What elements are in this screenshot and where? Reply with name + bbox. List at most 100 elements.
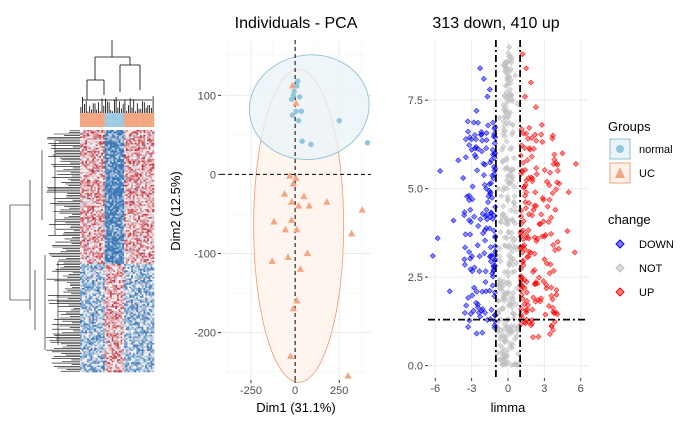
heatmap-cell — [132, 299, 135, 302]
heatmap-cell — [94, 299, 97, 302]
heatmap-cell — [92, 160, 95, 163]
heatmap-cell — [138, 276, 141, 279]
heatmap-cell — [152, 226, 155, 229]
heatmap-cell — [134, 150, 137, 153]
heatmap-cell — [81, 228, 84, 231]
heatmap-cell — [97, 178, 100, 181]
heatmap-cell — [81, 268, 84, 271]
heatmap-cell — [124, 297, 127, 300]
heatmap-cell — [83, 212, 86, 215]
heatmap-cell — [106, 134, 109, 137]
heatmap-cell — [131, 131, 134, 134]
heatmap-cell — [108, 133, 111, 136]
heatmap-cell — [129, 202, 132, 205]
heatmap-cell — [129, 130, 132, 132]
heatmap-cell — [81, 275, 84, 278]
heatmap-cell — [120, 254, 123, 257]
heatmap-cell — [90, 170, 93, 173]
heatmap-cell — [109, 197, 113, 200]
heatmap-cell — [104, 278, 107, 281]
heatmap-cell — [102, 142, 105, 145]
heatmap-cell — [138, 207, 141, 210]
heatmap-cell — [134, 317, 137, 320]
heatmap-cell — [109, 275, 113, 278]
heatmap-cell — [124, 278, 127, 281]
heatmap-cell — [145, 167, 148, 170]
heatmap-cell — [127, 260, 130, 263]
heatmap-cell — [97, 230, 100, 232]
heatmap-cell — [134, 254, 137, 257]
heatmap-cell — [125, 312, 128, 315]
heatmap-cell — [83, 162, 86, 165]
heatmap-cell — [106, 207, 109, 210]
heatmap-cell — [143, 241, 146, 244]
heatmap-cell — [113, 304, 116, 307]
heatmap-cell — [145, 154, 148, 157]
heatmap-cell — [92, 307, 95, 310]
heatmap-cell — [134, 280, 137, 282]
heatmap-cell — [90, 165, 93, 168]
heatmap-cell — [132, 217, 135, 220]
heatmap-cell — [145, 275, 148, 278]
heatmap-cell — [85, 152, 88, 155]
heatmap-cell — [138, 286, 141, 289]
heatmap-cell — [118, 297, 121, 300]
heatmap-cell — [132, 160, 135, 163]
heatmap-cell — [139, 236, 142, 239]
heatmap-cell — [104, 281, 107, 284]
heatmap-cell — [139, 157, 142, 160]
heatmap-cell — [97, 249, 100, 252]
heatmap-cell — [127, 133, 130, 136]
heatmap-cell — [131, 213, 134, 216]
heatmap-cell — [138, 217, 141, 220]
heatmap-cell — [101, 307, 104, 310]
heatmap-cell — [90, 294, 93, 297]
heatmap-cell — [83, 220, 86, 223]
heatmap-cell — [141, 180, 144, 182]
heatmap-cell — [136, 299, 139, 302]
heatmap-cell — [132, 313, 135, 316]
heatmap-cell — [94, 260, 97, 263]
heatmap-cell — [134, 284, 137, 287]
heatmap-cell — [106, 186, 109, 189]
heatmap-cell — [120, 307, 123, 310]
heatmap-cell — [88, 271, 91, 274]
heatmap-cell — [136, 249, 139, 252]
heatmap-cell — [152, 247, 155, 250]
heatmap-cell — [87, 210, 90, 213]
heatmap-cell — [148, 149, 151, 152]
heatmap-cell — [81, 291, 84, 294]
heatmap-cell — [129, 141, 132, 144]
heatmap-cell — [139, 191, 142, 194]
heatmap-cell — [118, 241, 121, 244]
heatmap-cell — [97, 270, 100, 273]
heatmap-cell — [83, 246, 86, 249]
heatmap-cell — [111, 173, 114, 176]
heatmap-cell — [92, 155, 95, 158]
heatmap-cell — [127, 278, 130, 281]
heatmap-cell — [90, 238, 93, 240]
heatmap-cell — [83, 275, 86, 278]
heatmap-cell — [104, 268, 107, 271]
heatmap-cell — [152, 276, 155, 279]
heatmap-cell — [131, 312, 134, 315]
heatmap-cell — [99, 239, 102, 242]
heatmap-cell — [87, 186, 90, 189]
heatmap-cell — [101, 225, 104, 228]
heatmap-cell — [97, 144, 100, 147]
heatmap-cell — [148, 259, 151, 261]
heatmap-cell — [83, 150, 86, 153]
heatmap-cell — [92, 304, 95, 307]
heatmap-cell — [141, 281, 144, 284]
heatmap-cell — [124, 194, 127, 197]
heatmap-cell — [88, 260, 91, 263]
heatmap-cell — [143, 294, 146, 297]
heatmap-cell — [131, 315, 134, 318]
heatmap-cell — [145, 242, 148, 245]
heatmap-cell — [132, 136, 135, 139]
heatmap-cell — [80, 184, 83, 187]
heatmap-cell — [122, 236, 125, 239]
heatmap-cell — [122, 223, 125, 226]
heatmap-cell — [143, 217, 146, 220]
heatmap-cell — [146, 254, 150, 257]
